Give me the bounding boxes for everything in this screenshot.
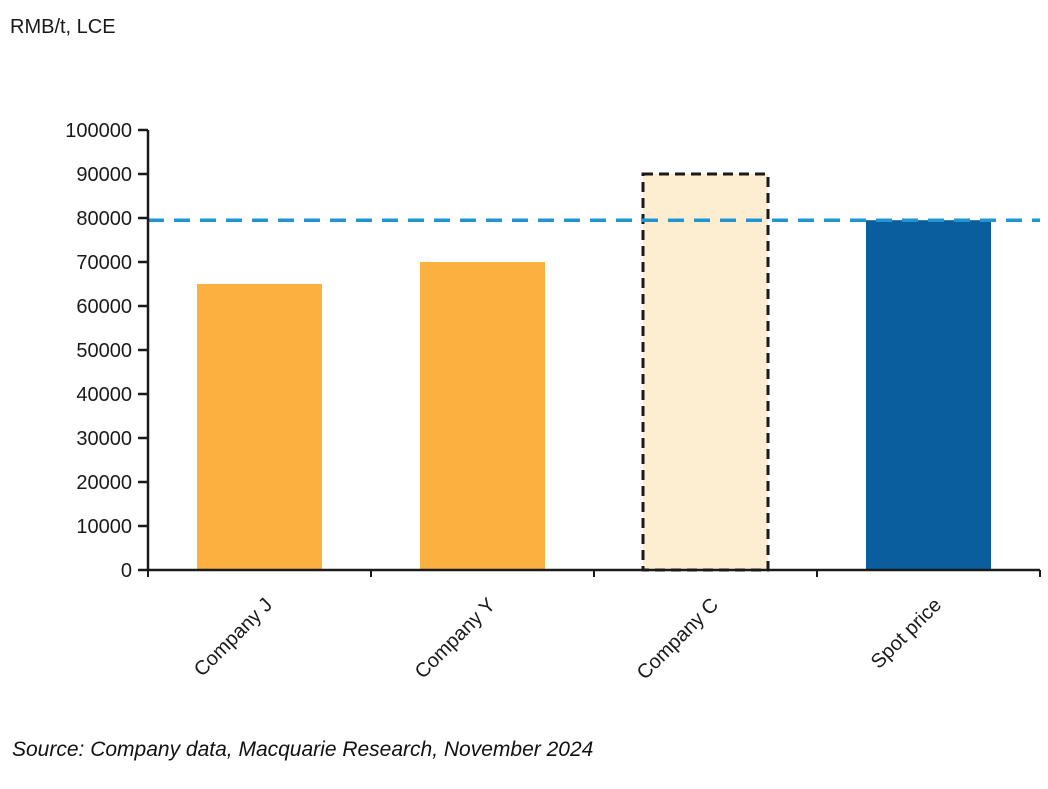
y-tick-label: 30000	[76, 428, 132, 450]
y-tick-label: 10000	[76, 516, 132, 538]
y-tick-label: 90000	[76, 164, 132, 186]
bar-company-c	[641, 172, 770, 572]
y-tick-label: 20000	[76, 472, 132, 494]
bar-spot-price	[866, 220, 991, 570]
x-category-label: Spot price	[867, 594, 946, 673]
x-category-label: Company C	[633, 594, 723, 684]
x-category-label: Company Y	[411, 594, 500, 683]
y-tick-label: 40000	[76, 384, 132, 406]
bar-company-y	[420, 262, 545, 570]
source-caption: Source: Company data, Macquarie Research…	[12, 738, 594, 761]
y-tick-label: 100000	[65, 120, 132, 142]
y-tick-label: 50000	[76, 340, 132, 362]
y-tick-label: 0	[121, 560, 132, 582]
y-axis-unit-label: RMB/t, LCE	[10, 16, 116, 38]
y-tick-label: 70000	[76, 252, 132, 274]
bar-company-j	[197, 284, 322, 570]
y-tick-label: 80000	[76, 208, 132, 230]
bar-chart: 0 10000 20000 30000 40000 50000 60000 70000 8000…	[65, 120, 1041, 684]
x-category-label: Company J	[190, 594, 277, 681]
y-tick-label: 60000	[76, 296, 132, 318]
